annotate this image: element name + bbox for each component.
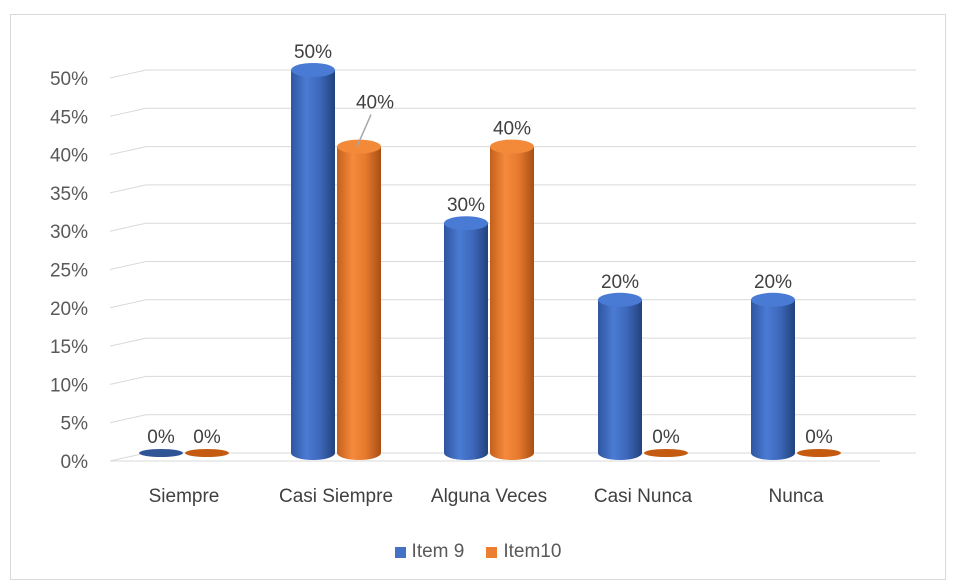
y-tick-label: 25% — [50, 261, 88, 282]
bar-item9-casi-siempre — [291, 63, 335, 460]
gridline-side — [109, 261, 147, 270]
bar-flat — [644, 449, 688, 457]
y-tick-label: 0% — [61, 452, 89, 473]
leader-line — [356, 114, 372, 147]
y-tick-label: 10% — [50, 375, 88, 396]
legend-label-item9: Item 9 — [411, 541, 465, 562]
legend-swatch-item9 — [394, 546, 406, 558]
data-label: 20% — [601, 272, 639, 293]
gridline-side — [109, 375, 147, 385]
bar-top — [598, 292, 642, 307]
y-tick-label: 20% — [50, 299, 88, 320]
gridline-side — [109, 184, 147, 194]
x-category-label: Casi Nunca — [594, 486, 693, 507]
bar-item9-nunca — [751, 292, 795, 460]
bar-top — [751, 292, 795, 307]
y-tick-label: 5% — [61, 414, 89, 435]
legend: Item 9 Item10 — [0, 540, 956, 564]
x-category-label: Nunca — [769, 486, 824, 507]
data-label: 50% — [294, 42, 332, 63]
legend-swatch-item10 — [486, 546, 498, 558]
gridline-side — [109, 299, 147, 309]
bar-item9-casi-nunca — [598, 292, 642, 460]
data-label: 0% — [805, 427, 833, 448]
y-tick-label: 40% — [50, 146, 88, 167]
y-tick-label: 30% — [50, 222, 88, 243]
bar-item10-nunca — [797, 449, 841, 457]
data-label: 0% — [652, 427, 680, 448]
bar-top — [291, 63, 335, 77]
bar-item9-alguna-veces — [444, 216, 488, 460]
data-label: 30% — [447, 195, 485, 216]
bar-body — [598, 299, 642, 460]
y-tick-label: 35% — [50, 184, 88, 205]
bar-item10-casi-siempre — [337, 139, 381, 460]
x-category-label: Casi Siempre — [279, 486, 393, 507]
legend-item-item10: Item10 — [486, 541, 561, 563]
bar-top — [444, 216, 488, 231]
bar-body — [337, 146, 381, 460]
data-label: 40% — [356, 93, 394, 114]
y-tick-label: 50% — [50, 69, 88, 90]
bar-flat — [139, 449, 183, 457]
bar-flat — [185, 449, 229, 457]
y-tick-label: 15% — [50, 337, 88, 358]
bar-item10-siempre — [185, 449, 229, 457]
legend-item-item9: Item 9 — [394, 541, 465, 563]
bar-item9-siempre — [139, 449, 183, 457]
bar-body — [751, 299, 795, 460]
x-category-label: Siempre — [149, 486, 220, 507]
bar-body — [291, 70, 335, 460]
gridline-side — [109, 69, 147, 79]
gridline-side — [109, 414, 147, 424]
gridline-side — [109, 452, 147, 462]
data-label: 20% — [754, 272, 792, 293]
bar-body — [444, 223, 488, 460]
bar-top — [490, 139, 534, 154]
data-label: 0% — [147, 427, 175, 448]
data-label: 40% — [493, 119, 531, 140]
gridline-side — [109, 146, 147, 156]
bar-flat — [797, 449, 841, 457]
y-tick-label: 45% — [50, 107, 88, 128]
gridline-side — [109, 337, 147, 347]
gridline-side — [109, 107, 147, 117]
bar-item10-alguna-veces — [490, 139, 534, 460]
bar-item10-casi-nunca — [644, 449, 688, 457]
bar-body — [490, 146, 534, 460]
gridline-side — [109, 222, 147, 232]
bar-top — [337, 139, 381, 154]
data-label: 0% — [193, 427, 221, 448]
x-category-label: Alguna Veces — [431, 486, 547, 507]
legend-label-item10: Item10 — [503, 541, 562, 562]
